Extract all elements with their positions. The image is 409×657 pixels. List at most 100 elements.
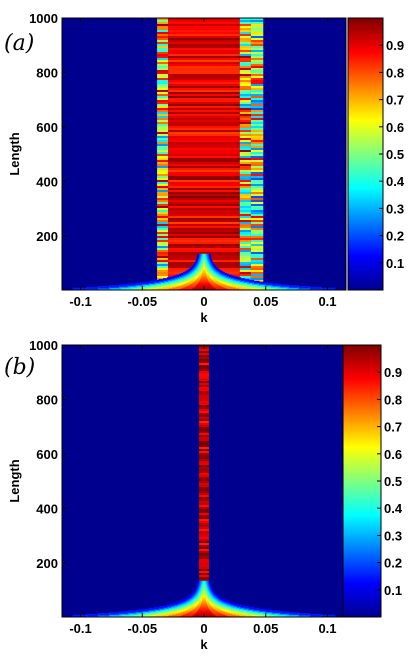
heatmap-cell [199,505,209,508]
heatmap-cell [199,457,209,460]
heatmap-cell [168,40,240,43]
heatmap-cell [157,162,169,165]
heatmap-cell [239,56,251,59]
heatmap-fan-cell [322,287,336,290]
heatmap-cell [199,365,209,368]
heatmap-cell [199,455,209,458]
heatmap-cell [250,182,264,185]
heatmap-fan-cell [205,580,206,584]
heatmap-cell [250,26,264,29]
heatmap-fan-cell [213,591,215,594]
heatmap-cell [168,28,240,31]
heatmap-fan-cell [189,267,192,271]
heatmap-cell [250,204,264,207]
heatmap-cell [239,128,251,131]
heatmap-cell [157,190,169,193]
heatmap-cell [199,485,209,488]
heatmap-fan-cell [216,594,219,598]
heatmap-fan-cell [200,580,201,584]
heatmap-cell [199,411,209,414]
x-tick-label: 0.05 [253,294,278,309]
heatmap-cell [157,86,169,89]
heatmap-cell [250,104,264,107]
heatmap-cell [157,34,169,37]
heatmap-cell [250,32,264,35]
heatmap-fan-cell [187,269,190,272]
heatmap-fan-cell [259,608,266,612]
heatmap-cell [168,158,240,161]
heatmap-fan-cell [208,253,210,257]
heatmap-cell [168,240,240,243]
heatmap-cell [199,355,209,358]
heatmap-cell [157,104,169,107]
heatmap-a [72,18,336,290]
heatmap-cell [168,44,240,47]
heatmap-cell [199,511,209,514]
heatmap-cell [157,244,169,247]
heatmap-cell [168,94,240,97]
heatmap-fan-cell [216,267,219,271]
heatmap-cell [168,38,240,41]
heatmap-fan-cell [214,592,216,595]
heatmap-fan-cell [228,601,232,605]
colorbar-tick-label: 0.3 [386,201,404,216]
heatmap-cell [239,118,251,121]
heatmap-cell [157,106,169,109]
heatmap-cell [168,42,240,45]
heatmap-cell [168,220,240,223]
heatmap-fan-cell [199,253,201,257]
heatmap-cell [199,531,209,534]
heatmap-cell [168,178,240,181]
heatmap-cell [250,64,264,67]
heatmap-cell [168,110,240,113]
heatmap-cell [157,116,169,119]
heatmap-cell [250,276,264,279]
heatmap-cell [250,62,264,65]
heatmap-cell [168,132,240,135]
heatmap-cell [199,497,209,500]
heatmap-cell [157,246,169,249]
heatmap-cell [168,118,240,121]
heatmap-fan-cell [207,253,209,257]
heatmap-cell [199,351,209,354]
heatmap-cell [250,260,264,263]
colorbar-ticks-b: 0.1 0.2 0.3 0.4 0.5 0.6 0.7 0.8 0.9 [377,365,403,598]
heatmap-cell [199,557,209,560]
heatmap-cell [239,52,251,55]
heatmap-cell [199,393,209,396]
heatmap-cell [250,108,264,111]
heatmap-cell [157,88,169,91]
heatmap-fan-cell [194,589,196,592]
heatmap-cell [157,78,169,81]
heatmap-cell [199,353,209,356]
colorbar-tick-label: 0.5 [384,474,402,489]
heatmap-cell [168,156,240,159]
heatmap-cell [168,72,240,75]
heatmap-fan-cell [142,608,149,612]
heatmap-cell [239,44,251,47]
heatmap-cell [239,218,251,221]
heatmap-fan-cell [206,253,208,257]
colorbar-tick-label: 0.2 [386,229,404,244]
heatmap-cell [199,369,209,372]
heatmap-cell [250,272,264,275]
x-axis-label-a: k [200,310,208,325]
heatmap-cell [157,54,169,57]
heatmap-cell [157,226,169,229]
heatmap-cell [250,46,264,49]
heatmap-cell [157,256,169,259]
heatmap-cell [239,240,251,243]
x-tick-label: -0.05 [127,621,157,636]
heatmap-fan-cell [222,272,226,275]
heatmap-cell [157,44,169,47]
heatmap-cell [250,196,264,199]
heatmap-cell [157,188,169,191]
heatmap-cell [239,210,251,213]
heatmap-cell [239,146,251,149]
heatmap-fan-cell [201,580,203,584]
heatmap-cell [239,212,251,215]
heatmap-cell [250,158,264,161]
heatmap-fan-cell [86,613,99,617]
heatmap-cell [168,82,240,85]
heatmap-fan-cell [205,253,206,257]
